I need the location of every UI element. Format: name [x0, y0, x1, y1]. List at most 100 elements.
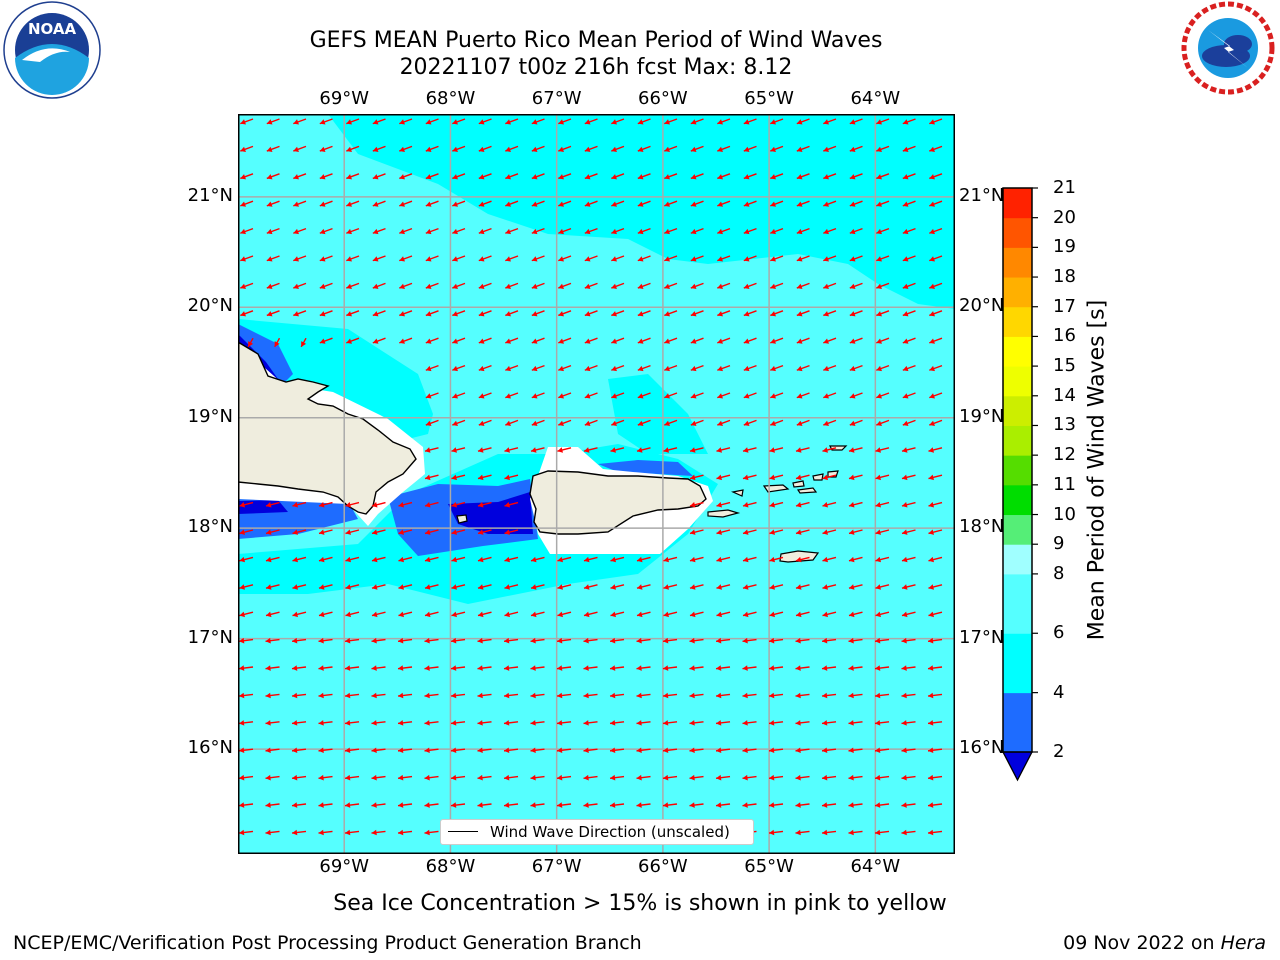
- wind-wave-arrow: [715, 720, 731, 726]
- wind-wave-arrow: [478, 200, 492, 207]
- wind-wave-arrow: [265, 720, 280, 726]
- wind-wave-arrow: [319, 173, 333, 180]
- wind-wave-arrow: [743, 118, 757, 125]
- puerto-rico-land: [529, 470, 707, 535]
- wind-wave-arrow: [584, 255, 598, 262]
- wind-wave-arrow: [796, 419, 810, 426]
- wind-wave-arrow: [240, 310, 254, 317]
- wind-wave-arrow: [583, 584, 598, 590]
- wind-wave-arrow: [399, 337, 413, 344]
- wind-wave-arrow: [795, 447, 810, 453]
- wind-wave-arrow: [823, 227, 837, 235]
- wind-wave-arrow: [716, 529, 731, 535]
- wind-wave-arrow: [664, 337, 678, 344]
- wind-wave-arrow: [875, 447, 890, 453]
- wind-wave-arrow: [902, 282, 916, 289]
- wind-wave-arrow: [929, 364, 943, 372]
- wind-wave-arrow: [849, 227, 863, 235]
- wind-wave-arrow: [505, 173, 519, 180]
- wind-wave-arrow: [557, 447, 572, 453]
- wind-wave-arrow: [690, 118, 704, 125]
- wave-period-band-under-2: [448, 492, 533, 534]
- wind-wave-arrow: [399, 227, 413, 235]
- wind-wave-arrow: [717, 118, 731, 125]
- wind-wave-arrow: [875, 556, 890, 563]
- wind-wave-arrow: [742, 529, 757, 535]
- footer-host: Hera: [1220, 932, 1266, 954]
- wind-wave-arrow: [238, 829, 254, 836]
- wind-wave-arrow: [266, 173, 280, 180]
- wind-wave-arrow: [292, 556, 307, 563]
- wind-wave-arrow: [478, 364, 492, 372]
- wind-wave-arrow: [876, 255, 890, 262]
- wind-wave-arrow: [291, 774, 307, 781]
- wind-wave-arrow: [796, 227, 810, 235]
- wind-wave-arrow: [690, 364, 704, 372]
- colorbar-segment: [1003, 395, 1032, 426]
- wind-wave-arrow: [478, 310, 492, 317]
- wind-wave-arrow: [452, 255, 466, 262]
- wind-wave-arrow: [293, 282, 307, 289]
- wind-wave-arrow: [690, 419, 704, 426]
- wind-wave-arrow: [611, 227, 625, 235]
- wind-wave-arrow: [478, 173, 492, 180]
- colorbar-label: Mean Period of Wind Waves [s]: [1084, 299, 1110, 641]
- wind-wave-arrow: [530, 720, 545, 726]
- wind-wave-arrow: [636, 802, 651, 808]
- wind-wave-arrow: [239, 556, 254, 563]
- wind-wave-arrow: [345, 584, 360, 590]
- wind-wave-arrow: [344, 829, 360, 836]
- wind-wave-arrow: [397, 720, 413, 726]
- wind-wave-arrow: [768, 774, 784, 781]
- wind-wave-arrow: [611, 173, 625, 180]
- wind-wave-arrow: [371, 556, 386, 563]
- wind-wave-arrow: [715, 747, 731, 754]
- wind-wave-arrow: [477, 611, 492, 618]
- wind-wave-arrow: [451, 474, 466, 481]
- wind-wave-arrow: [927, 692, 943, 699]
- lat-tick-label: 20°N: [187, 295, 233, 317]
- wind-wave-arrow: [450, 720, 466, 726]
- wind-wave-arrow: [822, 447, 837, 453]
- wind-wave-arrow: [450, 665, 466, 671]
- wind-wave-arrow: [584, 173, 598, 180]
- wind-wave-arrow: [319, 145, 333, 152]
- wind-wave-arrow: [928, 556, 943, 563]
- wind-wave-arrow: [929, 118, 943, 125]
- wave-period-band-4to6: [328, 114, 955, 309]
- lat-tick-label: 21°N: [187, 184, 233, 206]
- wind-wave-arrow: [477, 665, 492, 671]
- wind-wave-arrow: [717, 392, 731, 399]
- wind-wave-arrow: [531, 310, 545, 317]
- wind-wave-arrow: [690, 310, 704, 317]
- wind-wave-arrow: [875, 529, 890, 535]
- wind-wave-arrow: [664, 282, 678, 289]
- lon-tick-label: 64°W: [850, 856, 901, 877]
- wind-wave-arrow: [637, 282, 651, 289]
- wind-wave-arrow: [397, 747, 413, 754]
- wind-wave-arrow: [292, 501, 307, 508]
- wind-wave-arrow: [503, 720, 519, 726]
- wind-wave-arrow: [689, 692, 704, 699]
- wind-wave-arrow: [717, 227, 731, 235]
- wind-wave-arrow: [397, 774, 413, 781]
- wind-wave-arrow: [690, 227, 704, 235]
- wind-wave-arrow: [611, 364, 625, 372]
- wind-wave-arrow: [821, 692, 837, 699]
- chart-title: GEFS MEAN Puerto Rico Mean Period of Win…: [309, 28, 883, 53]
- wind-wave-arrow: [637, 200, 651, 207]
- wind-wave-arrow: [318, 637, 333, 644]
- wind-wave-arrow: [478, 392, 492, 399]
- wind-wave-arrow: [609, 802, 625, 808]
- colorbar-tick-label: 17: [1053, 295, 1076, 317]
- wind-wave-arrow: [399, 145, 413, 152]
- lat-tick-label: 20°N: [959, 295, 1005, 317]
- wind-wave-arrow: [265, 692, 280, 699]
- wind-wave-arrow: [611, 255, 625, 262]
- wind-wave-arrow: [690, 282, 704, 289]
- colorbar-segment: [1003, 514, 1032, 545]
- wind-wave-arrow: [664, 255, 678, 262]
- wind-wave-arrow: [743, 392, 757, 399]
- wind-wave-arrow: [371, 611, 386, 618]
- wind-wave-arrow: [611, 419, 625, 426]
